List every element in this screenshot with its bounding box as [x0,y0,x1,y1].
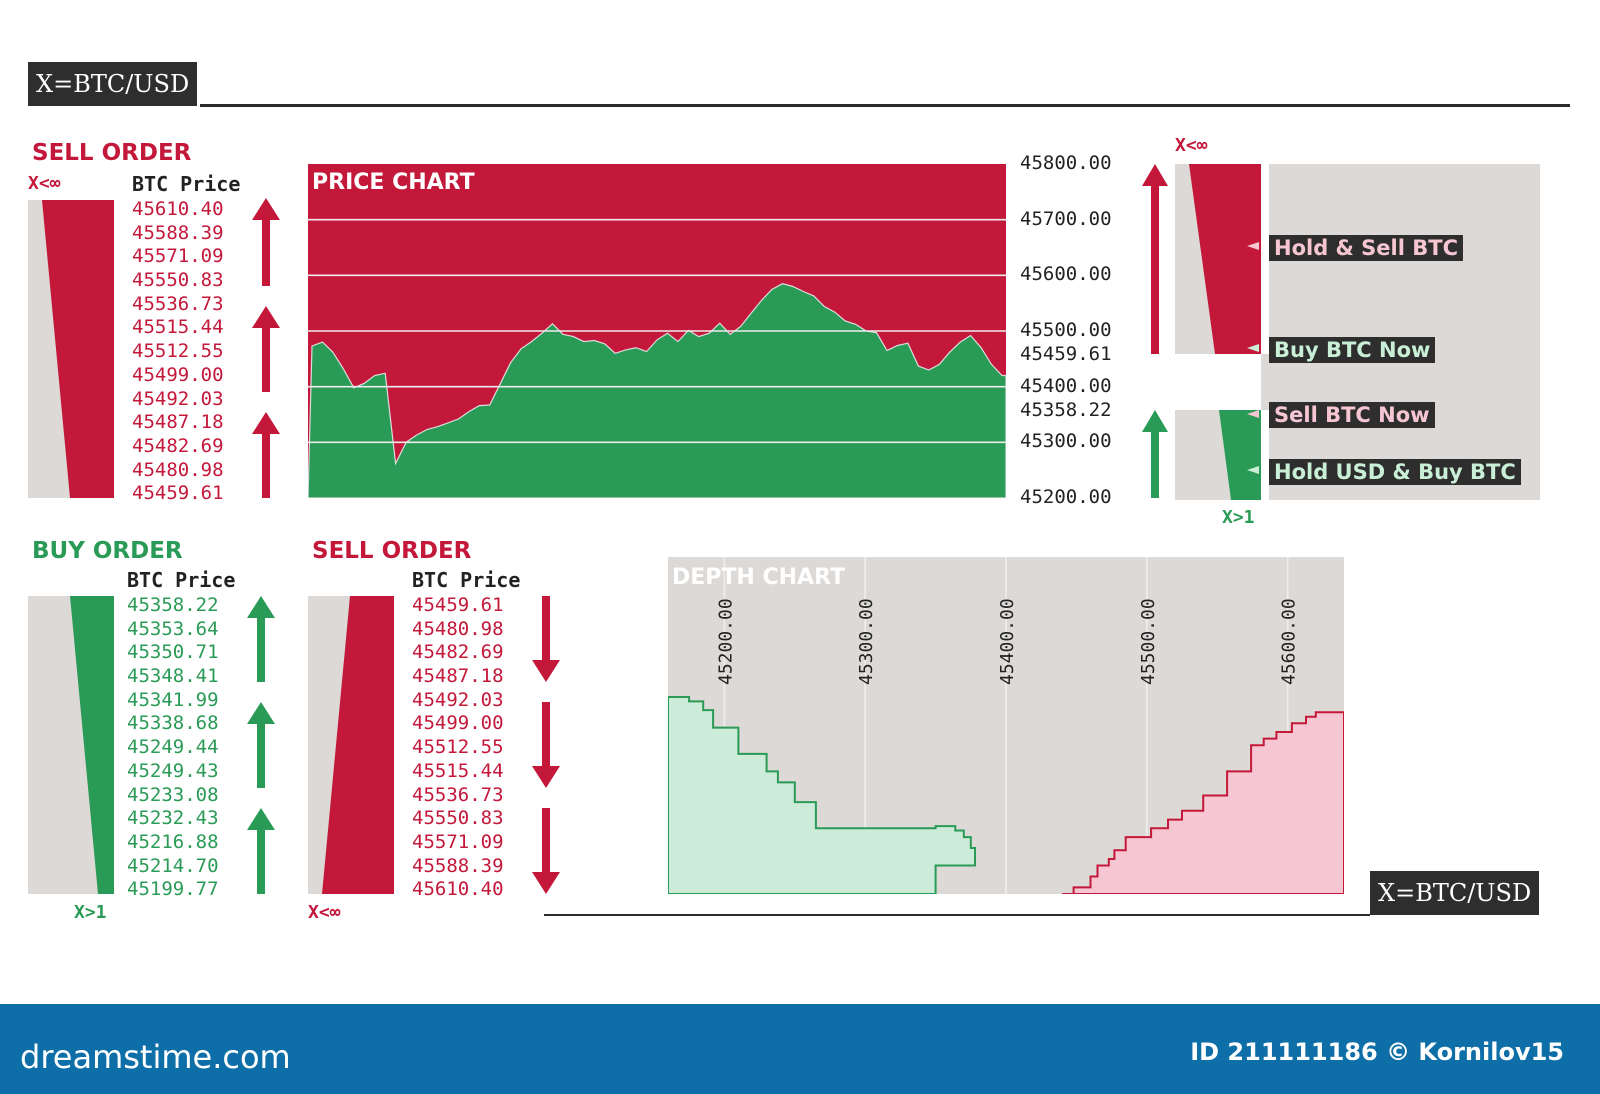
sell-order-bottom-price-row: 45610.40 [412,878,504,901]
signal-top-x-label: X<∞ [1175,135,1208,156]
sell-order-top-up-arrows [252,198,280,498]
sell-order-bottom-down-arrows [532,596,560,894]
price-chart-y-tick: 45800.00 [1020,152,1112,174]
sell-order-title-bottom: SELL ORDER [312,538,472,564]
buy-order-price-row: 45216.88 [127,830,219,853]
sell-order-top-price-row: 45515.44 [132,316,224,339]
hold-and-sell-btc-signal: Hold & Sell BTC [1269,235,1463,261]
stock-logo: dreamstime.com [20,1038,291,1076]
sell-order-bottom-price-row: 45550.83 [412,807,504,830]
sell-order-top-price-row: 45492.03 [132,387,224,410]
price-chart-y-tick: 45500.00 [1020,319,1112,341]
price-chart-y-tick: 45200.00 [1020,486,1112,508]
depth-chart-gridlines [723,557,1289,894]
sell-order-top-price-row: 45512.55 [132,340,224,363]
buy-order-price-row: 45232.43 [127,807,219,830]
buy-order-x-label: X>1 [74,902,107,923]
depth-chart-title: DEPTH CHART [672,565,845,590]
depth-chart-x-tick: 45400.00 [997,598,1018,685]
depth-chart-x-tick: 45200.00 [715,598,736,685]
hold-usd-and-buy-btc-signal: Hold USD & Buy BTC [1269,459,1521,485]
sell-order-bottom-price-row: 45492.03 [412,688,504,711]
buy-order-volume-wedge [28,596,114,894]
sell-order-top-volume-wedge [28,200,114,498]
price-chart-gridlines [308,218,1006,444]
sell-order-bottom-price-row: 45512.55 [412,736,504,759]
buy-order-price-row: 45233.08 [127,783,219,806]
sell-order-top-price-row: 45499.00 [132,363,224,386]
depth-chart: 45200.00 45300.00 45400.00 45500.00 45600.00… [668,557,1344,894]
price-chart-y-tick: 45600.00 [1020,263,1112,286]
buy-order-title: BUY ORDER [32,538,183,564]
depth-chart-buy-area [668,696,976,894]
sell-order-bottom-price-row: 45515.44 [412,759,504,782]
depth-chart-sell-area [1062,711,1344,894]
sell-order-bottom-price-row: 45571.09 [412,830,504,853]
price-chart-title: PRICE CHART [312,170,475,195]
sell-order-top-price-row: 45536.73 [132,292,224,315]
sell-order-top-column-header: BTC Price [132,172,241,196]
sell-order-title-top: SELL ORDER [32,140,192,166]
sell-order-top-price-row: 45550.83 [132,269,224,292]
price-chart-y-tick: 45300.00 [1020,430,1112,453]
current-buy-price-label: 45358.22 [1020,399,1112,421]
sell-order-bottom-price-row: 45588.39 [412,854,504,877]
sell-order-top-price-row: 45482.69 [132,434,224,457]
price-chart-buy-area [308,283,1006,498]
sell-order-bottom-price-row: 45459.61 [412,594,504,616]
buy-order-price-row: 45348.41 [127,665,219,688]
buy-order-price-list: 45358.22 45353.64 45350.71 45348.41 45341.99… [127,594,219,902]
hold-usd-prefix: Hold [1274,460,1336,484]
stock-footer-band: dreamstime.com ID 211111186 © Kornilov15 [0,1004,1600,1094]
sell-order-top-price-row: 45571.09 [132,245,224,268]
sell-order-top-x-label: X<∞ [28,173,61,194]
buy-order-column-header: BTC Price [127,568,236,592]
hold-usd-currency: USD [1335,460,1386,484]
sell-order-bottom-price-row: 45536.73 [412,783,504,806]
signal-panel [1175,164,1540,500]
sell-order-top-price-row: 45610.40 [132,198,224,220]
depth-chart-x-tick: 45300.00 [856,598,877,685]
buy-order-price-row: 45199.77 [127,878,219,901]
depth-chart-x-tick: 45600.00 [1279,598,1300,685]
sell-order-bottom-price-row: 45482.69 [412,641,504,664]
sell-order-bottom-column-header: BTC Price [412,568,521,592]
sell-order-top-price-row: 45480.98 [132,458,224,481]
depth-chart-x-tick: 45500.00 [1138,598,1159,685]
stock-image-id: ID 211111186 © Kornilov15 [1190,1038,1564,1066]
buy-order-price-row: 45350.71 [127,641,219,664]
buy-order-up-arrows [247,596,275,894]
signal-trend-arrows [1142,164,1168,498]
sell-order-bottom-price-list: 45459.61 45480.98 45482.69 45487.18 45492.03… [412,594,504,902]
buy-order-price-row: 45338.68 [127,712,219,735]
buy-order-price-row: 45214.70 [127,854,219,877]
sell-order-bottom-price-row: 45487.18 [412,665,504,688]
buy-order-price-row: 45249.44 [127,736,219,759]
signal-bottom-x-label: X>1 [1222,507,1255,528]
sell-order-top-price-list: 45610.40 45588.39 45571.09 45550.83 45536.73… [132,198,224,506]
price-chart: PRICE CHART [308,164,1006,498]
buy-btc-now-signal: Buy BTC Now [1269,337,1436,363]
depth-chart-x-axis: 45200.00 45300.00 45400.00 45500.00 45600.00 [715,598,1299,685]
current-sell-price-label: 45459.61 [1020,343,1112,365]
buy-order-price-row: 45341.99 [127,688,219,711]
sell-order-top-price-row: 45459.61 [132,482,224,505]
sell-order-bottom-volume-wedge [308,596,394,894]
footer-rule [544,914,1370,916]
buy-order-price-row: 45249.43 [127,759,219,782]
pair-label-top: X=BTC/USD [28,62,198,106]
sell-order-top-price-row: 45487.18 [132,411,224,434]
buy-order-price-row: 45358.22 [127,594,219,616]
sell-order-bottom-price-row: 45480.98 [412,617,504,640]
buy-order-price-row: 45353.64 [127,617,219,640]
header-rule [200,104,1570,107]
pair-label-bottom: X=BTC/USD [1370,871,1540,915]
sell-order-bottom-price-row: 45499.00 [412,712,504,735]
sell-order-bottom-x-label: X<∞ [308,902,341,923]
sell-btc-now-signal: Sell BTC Now [1269,402,1435,428]
hold-usd-suffix: & Buy BTC [1385,460,1516,484]
price-chart-y-tick: 45400.00 [1020,374,1112,397]
price-chart-y-tick: 45700.00 [1020,207,1112,230]
sell-order-top-price-row: 45588.39 [132,221,224,244]
